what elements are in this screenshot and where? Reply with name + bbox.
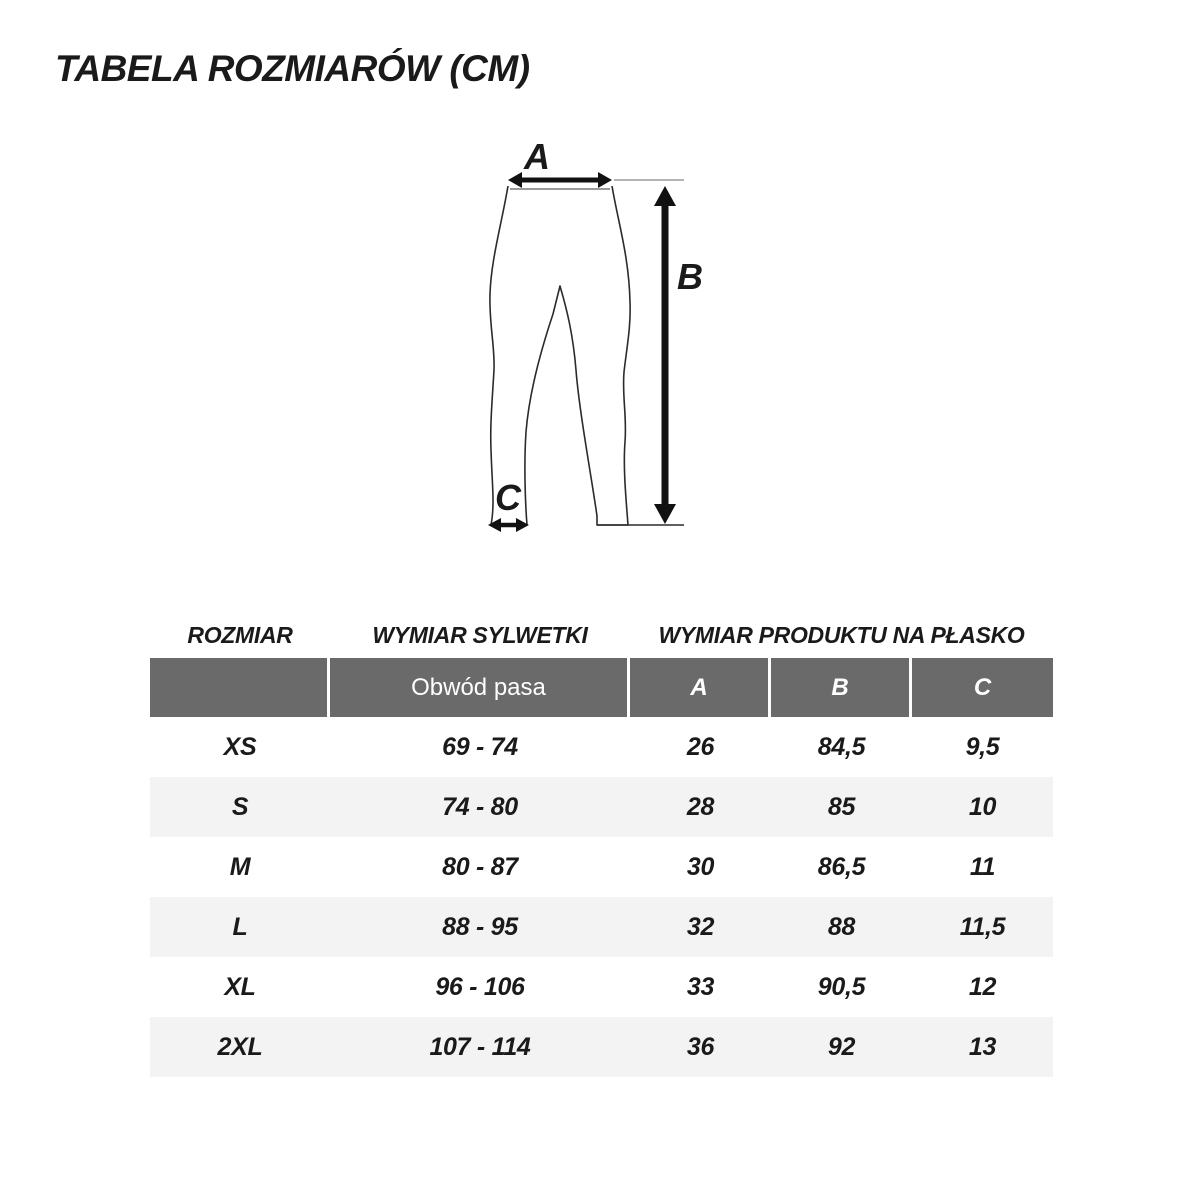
header-cell-c: C	[912, 658, 1053, 717]
cell-size: XL	[224, 972, 256, 1001]
diagram-label-c: C	[495, 477, 522, 518]
cell-waist: 96 - 106	[435, 972, 525, 1001]
table-row: 2XL 107 - 114 36 92 13	[150, 1017, 1053, 1077]
cell-b: 90,5	[817, 972, 866, 1001]
cell-waist: 74 - 80	[442, 792, 518, 821]
cell-waist: 88 - 95	[442, 912, 518, 941]
cell-b: 86,5	[817, 852, 866, 881]
measure-arrow-c	[488, 518, 529, 532]
group-header-wymiar-sylwetki: WYMIAR SYLWETKI	[372, 621, 588, 648]
cell-a: 28	[686, 792, 715, 821]
cell-b: 84,5	[817, 732, 866, 761]
cell-b: 92	[827, 1032, 856, 1061]
cell-c: 10	[968, 792, 997, 821]
cell-b: 88	[827, 912, 856, 941]
cell-size: L	[232, 912, 248, 941]
header-cell-b: B	[771, 658, 912, 717]
leggings-outline	[489, 185, 631, 526]
cell-size: S	[231, 792, 249, 821]
cell-c: 11	[969, 852, 996, 881]
cell-b: 85	[827, 792, 856, 821]
table-row: XS 69 - 74 26 84,5 9,5	[150, 717, 1053, 777]
group-header-wymiar-produktu: WYMIAR PRODUKTU NA PŁASKO	[658, 621, 1025, 648]
cell-c: 9,5	[965, 732, 1000, 761]
header-cell-a: A	[630, 658, 771, 717]
size-table: ROZMIAR WYMIAR SYLWETKI WYMIAR PRODUKTU …	[150, 612, 1053, 1077]
cell-c: 13	[968, 1032, 997, 1061]
cell-waist: 107 - 114	[429, 1032, 531, 1061]
cell-a: 33	[686, 972, 715, 1001]
table-row: S 74 - 80 28 85 10	[150, 777, 1053, 837]
size-table-body: XS 69 - 74 26 84,5 9,5 S 74 - 80 28 85 10 M 80 - 87…	[150, 717, 1053, 1077]
table-row: XL 96 - 106 33 90,5 12	[150, 957, 1053, 1017]
cell-a: 36	[686, 1032, 715, 1061]
cell-c: 12	[968, 972, 997, 1001]
cell-size: XS	[223, 732, 257, 761]
cell-a: 30	[686, 852, 715, 881]
cell-waist: 69 - 74	[442, 732, 518, 761]
measure-arrow-a	[508, 172, 612, 188]
header-cell-size	[150, 658, 330, 717]
cell-waist: 80 - 87	[442, 852, 518, 881]
table-row: L 88 - 95 32 88 11,5	[150, 897, 1053, 957]
cell-size: M	[229, 852, 251, 881]
cell-a: 26	[686, 732, 715, 761]
diagram-label-b: B	[677, 256, 703, 297]
measure-arrow-b	[654, 186, 676, 524]
group-header-rozmiar: ROZMIAR	[187, 621, 293, 648]
cell-size: 2XL	[217, 1032, 263, 1061]
cell-a: 32	[686, 912, 715, 941]
leggings-measurement-diagram: A B C	[488, 136, 703, 532]
table-row: M 80 - 87 30 86,5 11	[150, 837, 1053, 897]
header-cell-waist: Obwód pasa	[330, 658, 630, 717]
page-title: TABELA ROZMIARÓW (CM)	[55, 48, 530, 89]
cell-c: 11,5	[959, 912, 1006, 941]
table-group-header-row: ROZMIAR WYMIAR SYLWETKI WYMIAR PRODUKTU …	[150, 612, 1053, 658]
diagram-label-a: A	[523, 136, 550, 177]
table-header-row: Obwód pasa A B C	[150, 658, 1053, 717]
